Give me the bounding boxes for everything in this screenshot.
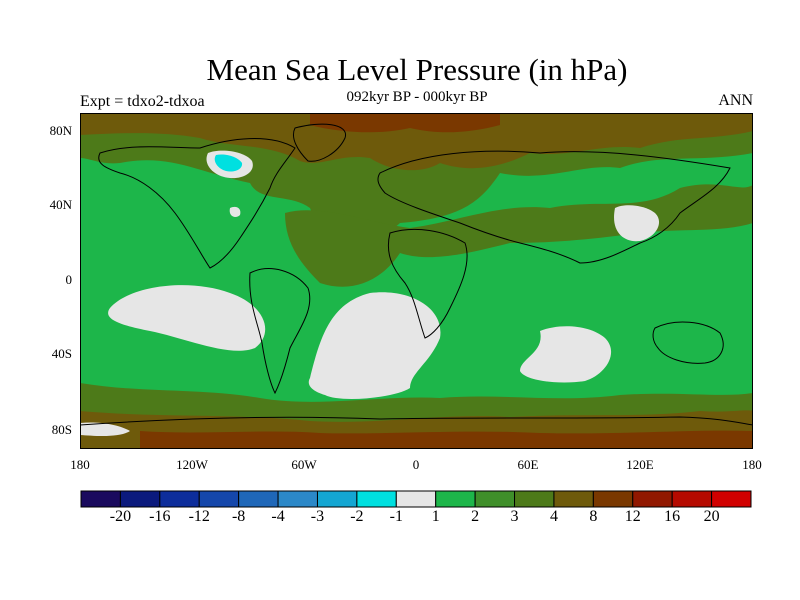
pressure-map xyxy=(80,113,753,449)
colorbar-swatch xyxy=(711,490,752,508)
colorbar-label: 3 xyxy=(510,508,519,525)
field-pacific-small-gray xyxy=(614,205,660,242)
colorbar-swatch xyxy=(119,490,161,508)
colorbar-label: 1 xyxy=(431,508,440,525)
coast-antarctica xyxy=(80,416,753,426)
x-tick-label: 60E xyxy=(517,457,539,472)
colorbar-label: 16 xyxy=(664,508,681,525)
x-tick-label: 180 xyxy=(742,457,762,472)
coastlines xyxy=(80,123,753,426)
chart-subtitle: 092kyr BP - 000kyr BP xyxy=(346,89,488,105)
colorbar-swatch xyxy=(316,490,358,508)
coast-africa xyxy=(387,228,468,339)
coast-south-america xyxy=(249,268,311,395)
y-tick-label: 0 xyxy=(65,272,73,287)
y-tick-label: 40S xyxy=(51,346,72,361)
x-tick-label: 60W xyxy=(291,457,317,472)
coast-eurasia xyxy=(377,150,731,264)
colorbar-swatch xyxy=(198,490,240,508)
colorbar-label: -20 xyxy=(109,508,132,525)
field-antarctic-dark xyxy=(140,430,753,449)
colorbar-label: -1 xyxy=(389,508,403,525)
colorbar-swatch xyxy=(592,490,634,508)
field-arctic-dark xyxy=(310,113,500,133)
colorbar-label: -16 xyxy=(149,508,171,525)
field-south-atlantic-gray xyxy=(308,292,441,399)
chart-title: Mean Sea Level Pressure (in hPa) xyxy=(206,52,628,87)
experiment-label: Expt = tdxo2-tdxoa xyxy=(80,93,205,110)
colorbar-label: 4 xyxy=(549,508,558,525)
colorbar xyxy=(80,490,752,508)
field-hudson-cyan xyxy=(214,154,243,172)
field-south-pacific-gray xyxy=(108,285,266,351)
x-tick-label: 120W xyxy=(176,457,208,472)
colorbar-swatch xyxy=(632,490,673,508)
x-tick-label: 180 xyxy=(70,457,90,472)
colorbar-label: -4 xyxy=(271,508,285,525)
colorbar-swatch xyxy=(553,490,594,508)
colorbar-swatch xyxy=(474,490,516,508)
colorbar-swatch xyxy=(671,490,713,508)
colorbar-label: 12 xyxy=(624,508,641,525)
field-pacific-small-gray2 xyxy=(229,206,241,217)
colorbar-swatch xyxy=(514,490,555,508)
y-tick-label: 40N xyxy=(49,197,72,212)
colorbar-label: -8 xyxy=(231,508,246,525)
coast-north-america xyxy=(98,138,296,269)
map-frame xyxy=(80,113,753,449)
x-tick-label: 120E xyxy=(626,457,654,472)
y-tick-label: 80S xyxy=(51,422,72,437)
colorbar-swatch xyxy=(80,490,121,508)
y-tick-label: 80N xyxy=(49,123,72,138)
field-arctic-brown xyxy=(80,113,753,171)
colorbar-label: 20 xyxy=(703,508,720,525)
season-label: ANN xyxy=(718,92,753,109)
coast-australia xyxy=(652,321,724,364)
colorbar-swatch xyxy=(159,490,200,508)
colorbar-label: 2 xyxy=(471,508,480,525)
colorbar-swatch xyxy=(435,490,476,508)
colorbar-label: -2 xyxy=(350,508,364,525)
colorbar-swatch xyxy=(277,490,318,508)
coast-greenland xyxy=(293,123,346,162)
field-antarctic-gray xyxy=(80,422,130,437)
field-south-indian-gray xyxy=(520,326,612,383)
colorbar-swatch xyxy=(238,490,279,508)
x-tick-label: 0 xyxy=(412,457,420,472)
colorbar-swatch xyxy=(395,490,437,508)
colorbar-swatch xyxy=(356,490,397,508)
colorbar-label: -12 xyxy=(188,508,210,525)
colorbar-label: 8 xyxy=(589,508,598,525)
colorbar-label: -3 xyxy=(310,508,325,525)
